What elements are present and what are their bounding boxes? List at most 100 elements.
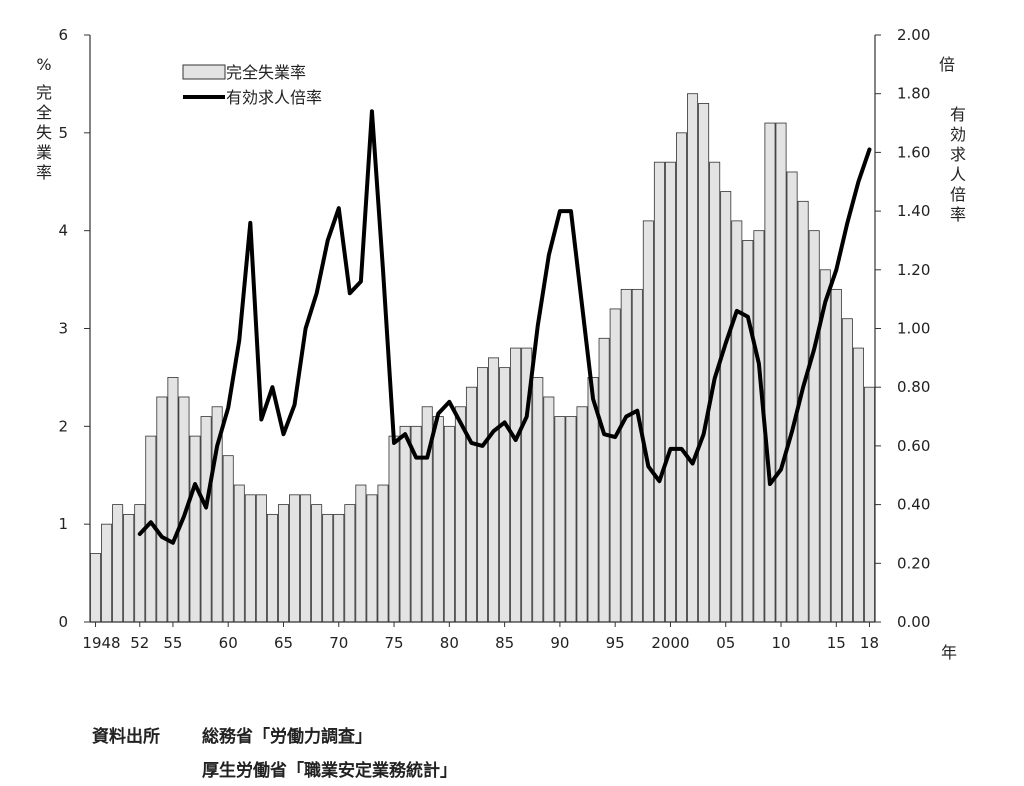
bar-1999 [653,161,665,623]
bar-1955 [167,377,179,623]
bar-1973 [366,494,378,623]
bar-1970 [333,513,345,623]
right-tick-label: 1.60 [897,143,930,161]
bar-1976 [399,425,411,623]
source-line-1: 総務省「労働力調査」 [202,727,372,747]
bar-2012 [797,200,809,623]
bar-1966 [289,494,301,623]
bar-1962 [244,494,256,623]
right-tick-label: 1.80 [897,85,930,103]
bar-1964 [266,513,278,623]
x-axis-unit: 年 [941,643,957,662]
bar-1984 [488,357,500,623]
x-tick-label: 95 [606,634,625,652]
bar-2001 [676,132,687,623]
bar-2003 [698,103,710,623]
right-tick-label: 0.20 [897,554,930,572]
bar-2006 [731,220,743,623]
bar-2013 [808,230,820,623]
bar-1969 [322,513,334,623]
legend-label-unemployment: 完全失業率 [226,63,306,82]
bar-1974 [377,484,389,623]
x-tick-label: 1948 [82,634,120,652]
x-tick-label: 80 [440,634,459,652]
source-line-2: 厚生労働省「職業安定業務統計」 [202,761,457,781]
bar-2002 [687,93,699,623]
x-tick-label: 65 [274,634,293,652]
bar-1975 [388,435,400,623]
left-axis-ticks: 0 1 2 3 4 5 6 [58,26,90,631]
bar-1948 [90,553,102,623]
x-tick-label: 60 [219,634,238,652]
bar-1971 [344,504,356,623]
right-tick-label: 1.00 [897,320,930,338]
bar-1957 [189,435,201,623]
x-tick-label: 10 [771,634,790,652]
bar-1967 [300,494,312,623]
bar-1989 [543,396,555,623]
left-tick-label: 2 [58,417,68,435]
right-tick-label: 2.00 [897,26,930,44]
x-axis-ticks: 1948 52 55 60 65 70 75 80 85 90 95 2000 05 10 15 18 [82,622,879,652]
bar-series-unemployment-rate [90,93,875,623]
left-axis-unit: % [36,55,51,74]
right-tick-label: 0.40 [897,496,930,514]
left-tick-label: 5 [58,124,68,142]
bar-1981 [454,406,466,623]
bar-1995 [609,308,621,623]
chart: 0 1 2 3 4 5 6 0.00 0.20 0.40 0.60 0.80 1.00 1.20 1.40… [36,26,966,662]
bar-1968 [311,504,323,623]
bar-2008 [753,230,765,623]
bar-2005 [720,191,732,623]
bar-2007 [742,240,754,623]
bar-1996 [620,288,632,623]
bar-1990 [554,416,566,623]
bar-1952 [134,504,146,623]
bar-2010 [775,122,787,623]
bar-1991 [565,416,577,623]
left-tick-label: 4 [58,222,68,240]
bar-1998 [642,220,654,623]
right-tick-label: 1.20 [897,261,930,279]
x-tick-label: 18 [860,634,879,652]
bar-2015 [830,288,842,623]
left-tick-label: 3 [58,320,68,338]
left-tick-label: 6 [58,26,68,44]
bar-1988 [532,377,544,623]
bar-1982 [465,386,477,623]
right-tick-label: 0.00 [897,613,930,631]
legend-bar-swatch [182,64,226,80]
bar-1994 [598,337,610,623]
bar-1949 [101,523,113,623]
bar-1997 [631,288,643,623]
bar-2000 [664,161,676,623]
bar-2011 [786,171,798,623]
bar-1986 [510,347,522,623]
bar-1972 [355,484,367,623]
right-tick-label: 0.60 [897,437,930,455]
x-tick-label: 52 [130,634,149,652]
bar-2018 [863,386,875,623]
line-series-job-ratio [137,109,872,545]
bar-1963 [255,494,267,623]
x-tick-label: 85 [495,634,514,652]
bar-1961 [233,484,245,623]
bar-1960 [222,455,234,623]
x-tick-label: 90 [550,634,569,652]
bar-1992 [576,406,588,623]
right-axis-title: 有効求人倍率 [950,105,966,224]
left-tick-label: 1 [58,515,68,533]
source-label: 資料出所 [92,727,160,747]
bar-1979 [432,416,444,623]
bar-1980 [443,425,455,623]
bar-1950 [112,504,124,623]
bar-2009 [764,122,776,623]
bar-1965 [277,504,289,623]
right-tick-label: 1.40 [897,202,930,220]
bar-1983 [477,367,488,623]
right-axis-unit: 倍 [939,55,955,74]
bar-1954 [156,396,168,623]
x-tick-label: 15 [827,634,846,652]
